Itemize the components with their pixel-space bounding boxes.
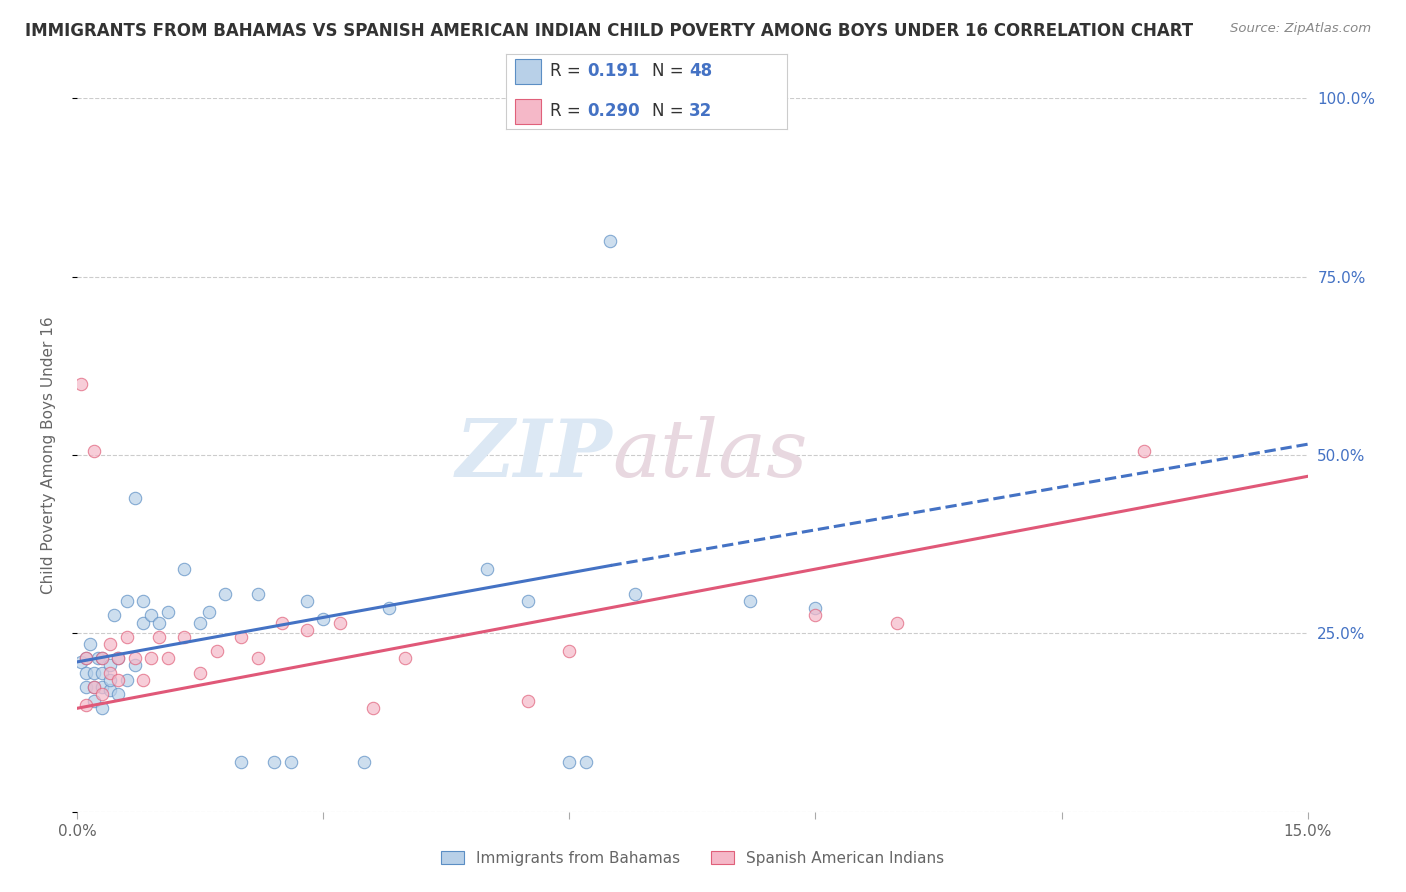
Point — [361, 701, 384, 715]
Point — [75, 698, 97, 712]
Point — [624, 587, 647, 601]
Point — [103, 608, 125, 623]
Point — [575, 755, 598, 769]
Point — [83, 680, 105, 694]
Point — [87, 651, 110, 665]
Text: ZIP: ZIP — [456, 417, 613, 493]
Point — [132, 673, 155, 687]
Legend: Immigrants from Bahamas, Spanish American Indians: Immigrants from Bahamas, Spanish America… — [434, 845, 950, 871]
Point — [75, 651, 97, 665]
Text: IMMIGRANTS FROM BAHAMAS VS SPANISH AMERICAN INDIAN CHILD POVERTY AMONG BOYS UNDE: IMMIGRANTS FROM BAHAMAS VS SPANISH AMERI… — [25, 22, 1194, 40]
Text: R =: R = — [550, 62, 586, 80]
Point — [132, 615, 155, 630]
Point — [197, 605, 219, 619]
Point — [271, 615, 294, 630]
Point — [188, 665, 212, 680]
Point — [83, 680, 105, 694]
Point — [804, 601, 827, 615]
Point — [173, 562, 195, 576]
Point — [148, 615, 170, 630]
Point — [107, 651, 129, 665]
Point — [90, 651, 114, 665]
Point — [156, 605, 179, 619]
Point — [804, 608, 827, 623]
Point — [75, 665, 97, 680]
Point — [141, 608, 163, 623]
Point — [70, 655, 93, 669]
Text: N =: N = — [652, 103, 689, 120]
Point — [1132, 444, 1154, 458]
Point — [107, 673, 129, 687]
Text: Source: ZipAtlas.com: Source: ZipAtlas.com — [1230, 22, 1371, 36]
Point — [107, 687, 129, 701]
Text: R =: R = — [550, 103, 586, 120]
Point — [246, 651, 269, 665]
Point — [295, 594, 318, 608]
Point — [173, 630, 195, 644]
Point — [738, 594, 761, 608]
Y-axis label: Child Poverty Among Boys Under 16: Child Poverty Among Boys Under 16 — [42, 316, 56, 594]
Point — [98, 665, 121, 680]
Point — [90, 687, 114, 701]
Point — [205, 644, 228, 658]
Point — [477, 562, 499, 576]
Point — [231, 755, 253, 769]
Point — [70, 376, 93, 391]
Point — [329, 615, 352, 630]
Point — [75, 680, 97, 694]
Point — [83, 694, 105, 708]
Point — [83, 665, 105, 680]
Point — [90, 651, 114, 665]
Point — [107, 651, 129, 665]
Point — [98, 637, 121, 651]
Point — [79, 637, 101, 651]
Point — [378, 601, 401, 615]
Point — [90, 701, 114, 715]
Point — [75, 651, 97, 665]
Text: atlas: atlas — [613, 417, 808, 493]
Point — [124, 658, 146, 673]
Text: N =: N = — [652, 62, 689, 80]
Point — [98, 658, 121, 673]
Point — [124, 651, 146, 665]
Point — [353, 755, 375, 769]
Point — [98, 683, 121, 698]
Point — [98, 673, 121, 687]
Text: 0.290: 0.290 — [588, 103, 640, 120]
Point — [558, 644, 581, 658]
Text: 0.191: 0.191 — [588, 62, 640, 80]
Point — [124, 491, 146, 505]
Point — [558, 755, 581, 769]
Point — [156, 651, 179, 665]
Point — [141, 651, 163, 665]
Point — [246, 587, 269, 601]
Point — [394, 651, 416, 665]
Point — [295, 623, 318, 637]
FancyBboxPatch shape — [515, 99, 541, 124]
Point — [599, 234, 621, 248]
Point — [312, 612, 335, 626]
Point — [90, 680, 114, 694]
FancyBboxPatch shape — [515, 59, 541, 84]
Point — [90, 665, 114, 680]
Point — [214, 587, 236, 601]
Point — [148, 630, 170, 644]
Point — [231, 630, 253, 644]
Point — [517, 594, 540, 608]
Point — [115, 630, 138, 644]
Point — [263, 755, 285, 769]
Point — [83, 444, 105, 458]
Point — [886, 615, 908, 630]
Point — [188, 615, 212, 630]
Point — [132, 594, 155, 608]
Text: 32: 32 — [689, 103, 713, 120]
Point — [517, 694, 540, 708]
Point — [115, 594, 138, 608]
Point — [280, 755, 302, 769]
Point — [115, 673, 138, 687]
Text: 48: 48 — [689, 62, 711, 80]
